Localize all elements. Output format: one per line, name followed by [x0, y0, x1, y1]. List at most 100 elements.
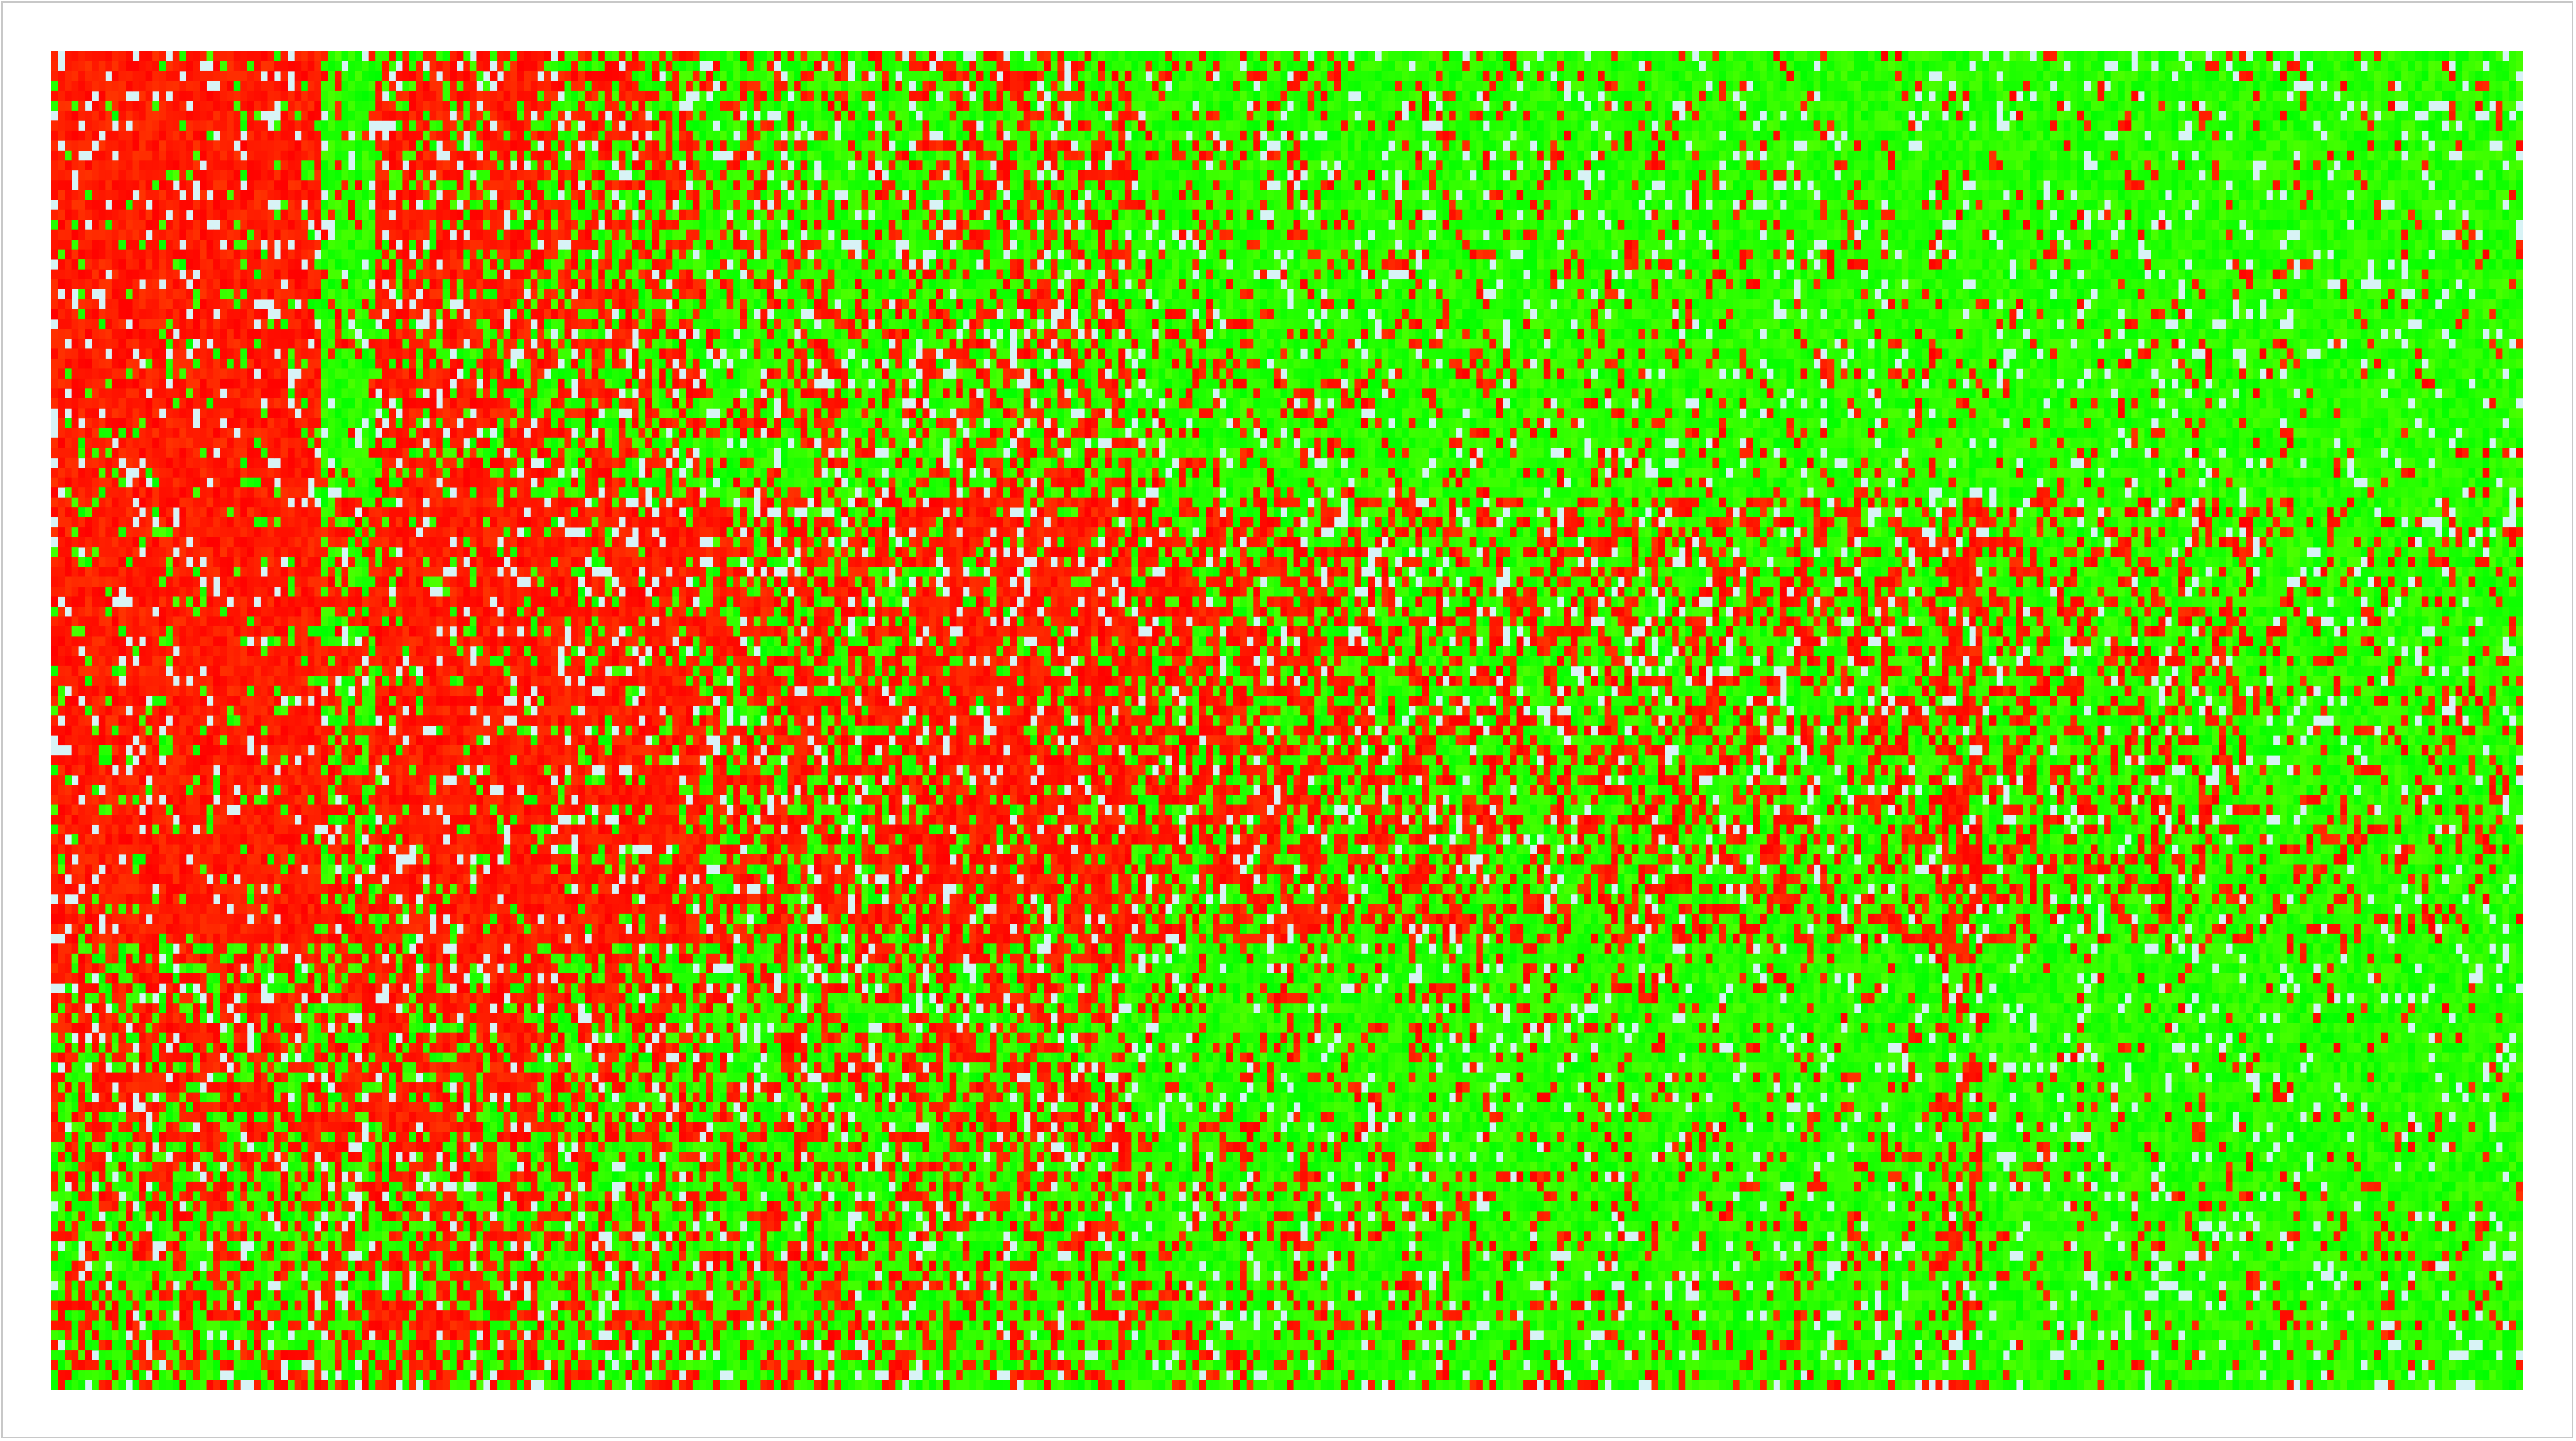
- heatmap-cell: [213, 379, 220, 389]
- heatmap-cell: [112, 259, 119, 270]
- heatmap-cell: [139, 1043, 146, 1053]
- heatmap-cell: [179, 755, 186, 765]
- heatmap-cell: [227, 190, 234, 200]
- heatmap-cell: [274, 388, 281, 398]
- heatmap-cell: [118, 329, 126, 339]
- heatmap-cell: [267, 190, 274, 200]
- heatmap-cell: [159, 1013, 166, 1023]
- heatmap-cell: [78, 845, 85, 855]
- heatmap-cell: [186, 1152, 193, 1162]
- heatmap-cell: [139, 1082, 146, 1093]
- heatmap-cell: [159, 289, 166, 300]
- heatmap-cell: [267, 487, 274, 498]
- heatmap-cell: [186, 1201, 193, 1212]
- heatmap-cell: [85, 983, 92, 993]
- heatmap-cell: [159, 270, 166, 280]
- heatmap-cell: [99, 438, 106, 448]
- heatmap-cell: [152, 894, 159, 904]
- heatmap-cell: [146, 438, 153, 448]
- heatmap-cell: [281, 1082, 288, 1093]
- heatmap-cell: [267, 1380, 274, 1390]
- heatmap-cell: [92, 765, 99, 776]
- heatmap-cell: [72, 815, 79, 825]
- heatmap-cell: [267, 1251, 274, 1261]
- heatmap-cell: [179, 596, 186, 607]
- heatmap-cell: [220, 51, 227, 61]
- heatmap-cell: [166, 160, 173, 170]
- heatmap-cell: [118, 240, 126, 250]
- heatmap-cell: [166, 200, 173, 210]
- heatmap-cell: [193, 1251, 200, 1261]
- heatmap-cell: [281, 368, 288, 379]
- heatmap-cell: [146, 428, 153, 438]
- heatmap-cell: [220, 1251, 227, 1261]
- heatmap-cell: [186, 1023, 193, 1033]
- heatmap-cell: [152, 418, 159, 428]
- heatmap-cell: [261, 1003, 268, 1013]
- heatmap-cell: [85, 279, 92, 289]
- heatmap-cell: [152, 348, 159, 359]
- heatmap-cell: [267, 1053, 274, 1063]
- heatmap-cell: [166, 884, 173, 894]
- heatmap-cell: [139, 1152, 146, 1162]
- heatmap-cell: [234, 646, 241, 656]
- heatmap-cell: [139, 1033, 146, 1043]
- heatmap-cell: [234, 775, 241, 785]
- heatmap-cell: [99, 507, 106, 517]
- heatmap-cell: [112, 250, 119, 260]
- heatmap-cell: [78, 1310, 85, 1321]
- heatmap-cell: [85, 1350, 92, 1360]
- heatmap-cell: [105, 656, 112, 666]
- heatmap-cell: [112, 1321, 119, 1331]
- heatmap-cell: [78, 1053, 85, 1063]
- heatmap-cell: [133, 1241, 140, 1251]
- heatmap-cell: [58, 557, 65, 567]
- heatmap-cell: [159, 329, 166, 339]
- heatmap-cell: [179, 408, 186, 418]
- heatmap-cell: [213, 1340, 220, 1351]
- heatmap-cell: [51, 1340, 58, 1351]
- heatmap-cell: [112, 200, 119, 210]
- heatmap-cell: [166, 408, 173, 418]
- heatmap-cell: [213, 845, 220, 855]
- heatmap-cell: [261, 874, 268, 884]
- heatmap-cell: [159, 587, 166, 597]
- heatmap-cell: [247, 1053, 254, 1063]
- heatmap-cell: [152, 1370, 159, 1380]
- heatmap-cell: [261, 934, 268, 944]
- heatmap-cell: [247, 815, 254, 825]
- heatmap-cell: [85, 368, 92, 379]
- heatmap-cell: [105, 51, 112, 61]
- heatmap-cell: [105, 795, 112, 805]
- heatmap-cell: [213, 874, 220, 884]
- heatmap-cell: [118, 1182, 126, 1192]
- heatmap-cell: [173, 299, 180, 309]
- heatmap-cell: [193, 587, 200, 597]
- heatmap-cell: [118, 765, 126, 776]
- heatmap-cell: [281, 934, 288, 944]
- heatmap-cell: [146, 845, 153, 855]
- heatmap-cell: [207, 547, 214, 557]
- heatmap-cell: [254, 1271, 261, 1281]
- heatmap-cell: [139, 1112, 146, 1123]
- heatmap-cell: [159, 1261, 166, 1271]
- heatmap-cell: [200, 1013, 207, 1023]
- heatmap-cell: [166, 319, 173, 329]
- heatmap-cell: [65, 468, 72, 478]
- heatmap-cell: [234, 517, 241, 528]
- heatmap-cell: [51, 240, 58, 250]
- heatmap-cell: [254, 507, 261, 517]
- heatmap-cell: [227, 1013, 234, 1023]
- heatmap-cell: [99, 1281, 106, 1291]
- heatmap-cell: [281, 993, 288, 1004]
- heatmap-cell: [240, 170, 247, 181]
- heatmap-cell: [133, 368, 140, 379]
- heatmap-cell: [193, 1112, 200, 1123]
- heatmap-cell: [254, 537, 261, 548]
- heatmap-cell: [99, 140, 106, 151]
- heatmap-cell: [173, 825, 180, 835]
- heatmap-cell: [72, 517, 79, 528]
- heatmap-cell: [139, 190, 146, 200]
- heatmap-cell: [146, 557, 153, 567]
- heatmap-cell: [179, 626, 186, 637]
